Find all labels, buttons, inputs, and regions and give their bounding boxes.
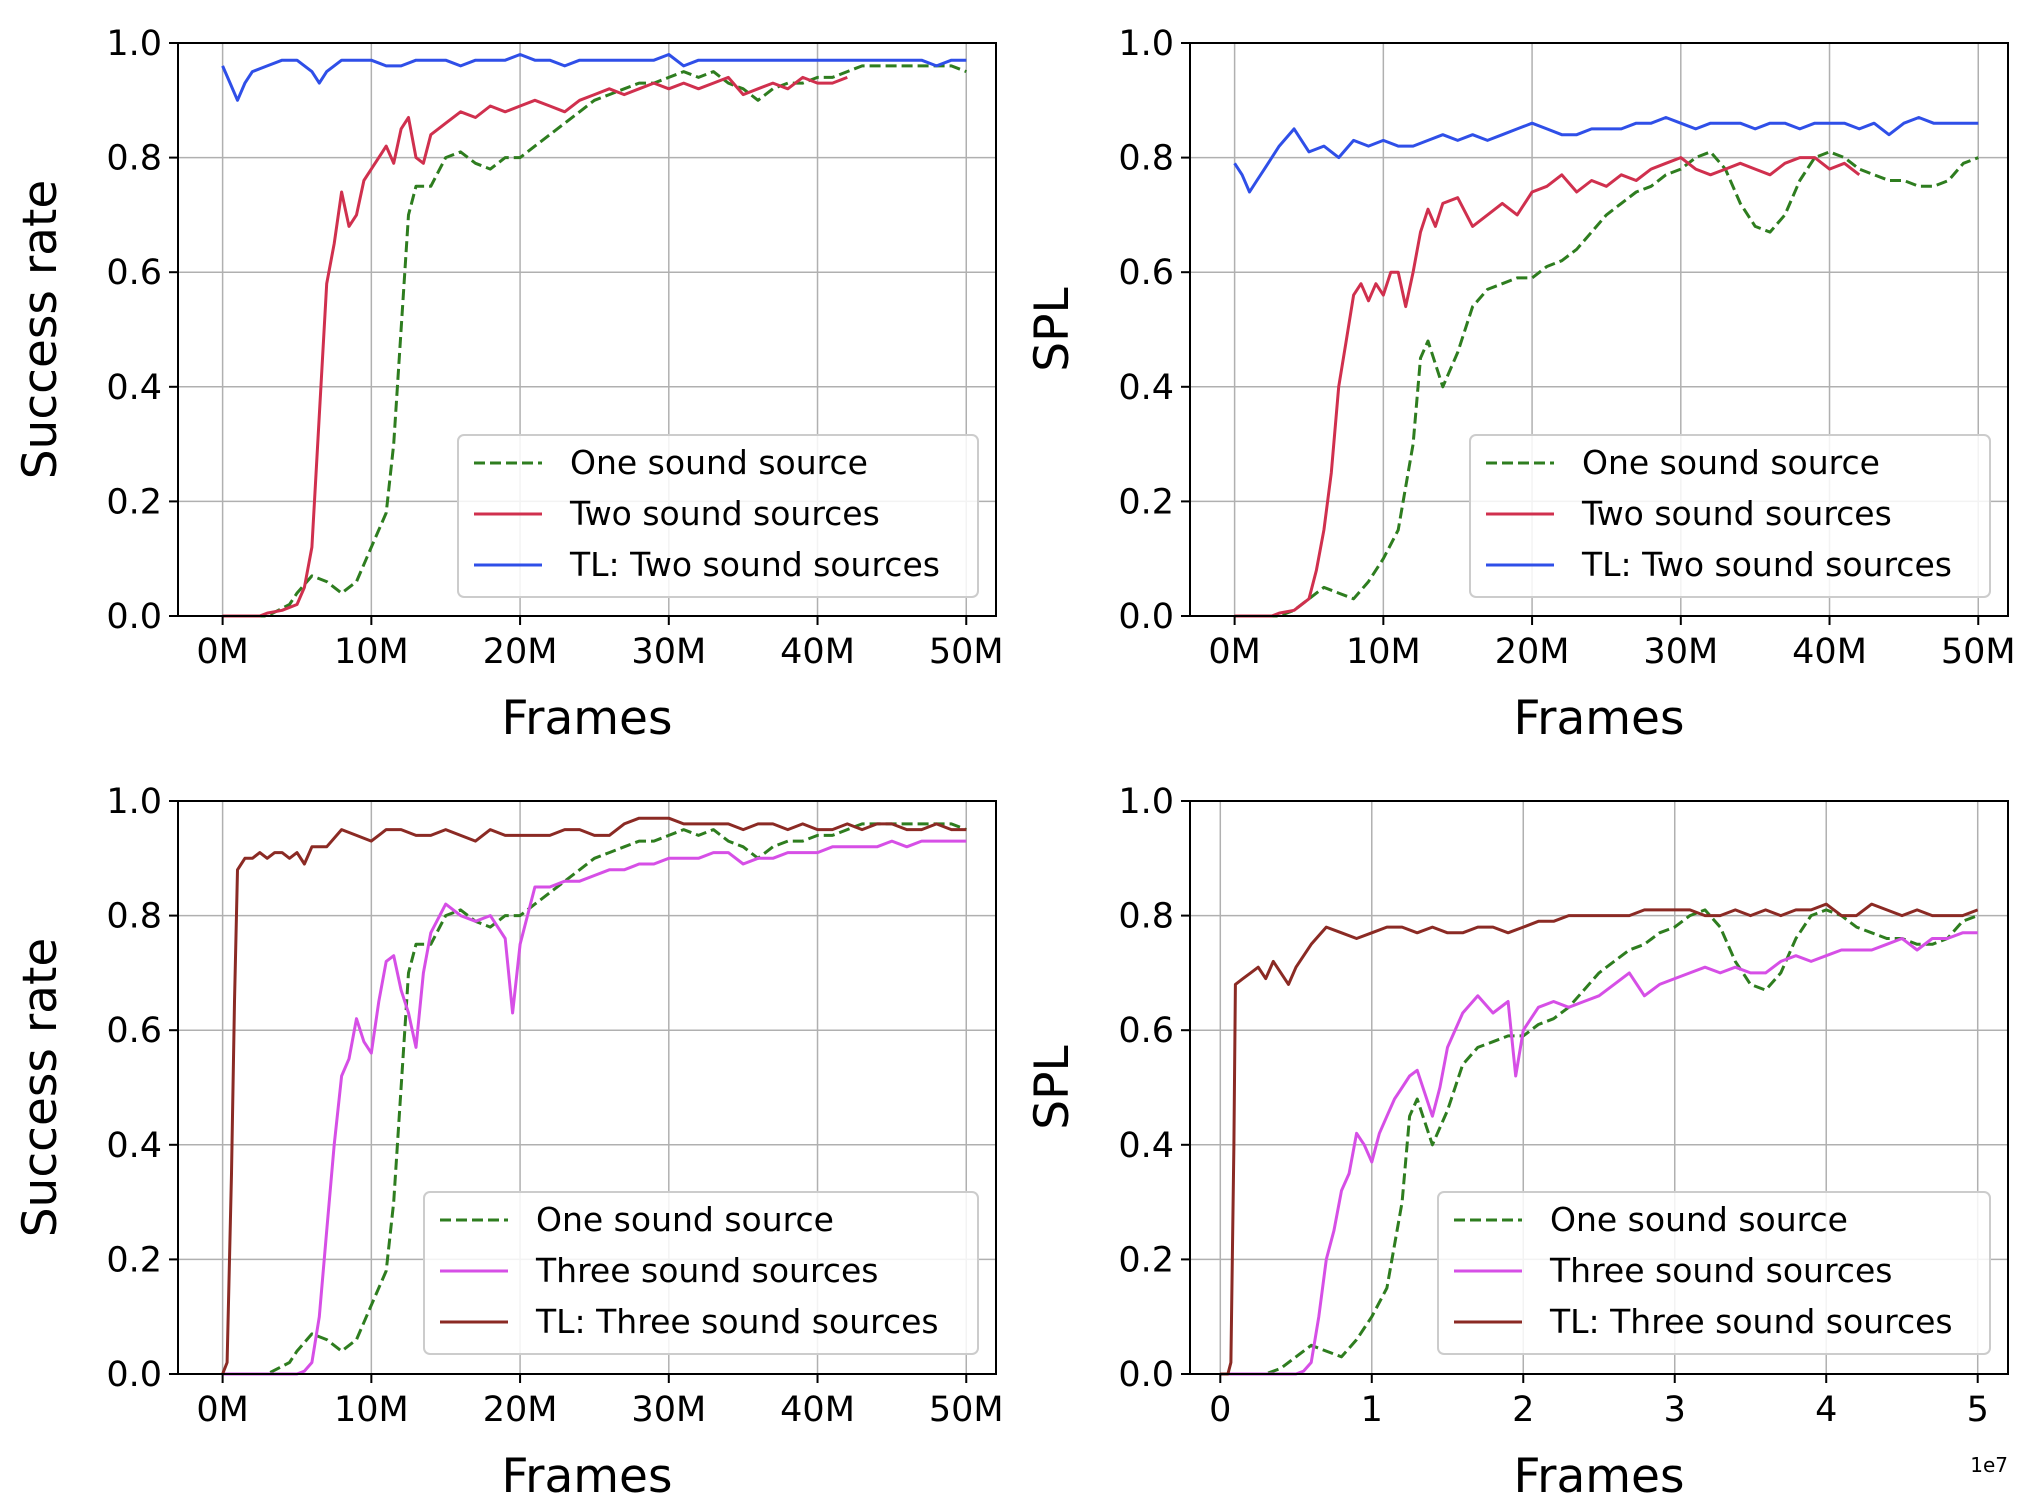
x-tick-label: 40M [780, 1390, 855, 1430]
x-tick-label: 50M [929, 1390, 1004, 1430]
legend-entry: One sound source [536, 1200, 834, 1239]
x-tick-label: 20M [1495, 632, 1570, 672]
x-tick-label: 30M [631, 1390, 706, 1430]
legend-entry: One sound source [1550, 1200, 1848, 1239]
y-tick-label: 0.4 [106, 368, 162, 408]
y-axis-label: SPL [1025, 1045, 1080, 1129]
legend-entry: Three sound sources [535, 1251, 878, 1290]
y-tick-label: 0.0 [106, 597, 162, 637]
series-line-1 [222, 64, 967, 618]
series-line-1 [1220, 908, 1979, 1376]
x-offset-label: 1e7 [1970, 1453, 2008, 1477]
chart-panel-2: 0M 10M 20M 30M 40M 50M 0.0 0.2 0.4 0.6 0.8 1.0 Frame… [1025, 24, 2016, 746]
chart-panel-4: 0 1 2 3 4 5 0.0 0.2 0.4 0.6 0.8 1.0 Frames SPL 1e7 One … [1025, 782, 2009, 1502]
x-tick-label: 10M [334, 1390, 409, 1430]
x-tick-label: 30M [1643, 632, 1718, 672]
legend-entry: TL: Three sound sources [535, 1302, 939, 1341]
series-line-1 [222, 822, 967, 1376]
plot-frame [1189, 42, 2009, 617]
y-tick-label: 0.2 [106, 1240, 162, 1280]
y-tick-label: 0.2 [106, 482, 162, 522]
chart-panel-3: 0M 10M 20M 30M 40M 50M 0.0 0.2 0.4 0.6 0.8 1.0 Frame… [13, 782, 1004, 1502]
y-tick-label: 0.4 [106, 1126, 162, 1166]
y-tick-label: 1.0 [1118, 24, 1174, 64]
x-tick-label: 0M [196, 1390, 248, 1430]
x-tick-label: 50M [1941, 632, 2016, 672]
x-axis-label: Frames [1514, 1449, 1685, 1502]
series-line-2 [1220, 931, 1978, 1376]
plot-frame [1189, 800, 2009, 1375]
y-tick-label: 0.4 [1118, 1126, 1174, 1166]
x-tick-label: 4 [1815, 1390, 1837, 1430]
y-tick-label: 0.6 [106, 253, 162, 293]
series-line-2 [222, 75, 848, 618]
legend: One sound source Three sound sources TL: T… [423, 1191, 979, 1355]
series-line-3 [1233, 116, 1979, 194]
y-tick-label: 0.0 [1118, 597, 1174, 637]
y-tick-label: 1.0 [106, 24, 162, 64]
y-tick-label: 0.6 [106, 1011, 162, 1051]
x-axis-label: Frames [1514, 691, 1685, 746]
legend-entry: One sound source [570, 443, 868, 482]
series-line-3 [221, 816, 967, 1375]
series-line-1 [1234, 150, 1979, 618]
plot-frame [177, 42, 997, 617]
y-tick-label: 0.8 [1118, 897, 1174, 937]
plot-frame [177, 800, 997, 1375]
x-tick-label: 0M [1208, 632, 1260, 672]
legend: One sound source Two sound sources TL: Two… [457, 434, 979, 598]
x-tick-label: 1 [1361, 1390, 1383, 1430]
y-tick-label: 0.8 [1118, 139, 1174, 179]
legend: One sound source Three sound sources TL: T… [1437, 1191, 1991, 1355]
y-tick-label: 1.0 [1118, 782, 1174, 822]
legend-entry: TL: Two sound sources [569, 545, 940, 584]
y-tick-label: 0.8 [106, 139, 162, 179]
y-tick-label: 1.0 [106, 782, 162, 822]
y-axis-label: SPL [1025, 287, 1080, 371]
y-tick-label: 0.0 [1118, 1355, 1174, 1395]
x-tick-label: 2 [1512, 1390, 1534, 1430]
x-tick-label: 10M [334, 632, 409, 672]
x-axis-label: Frames [502, 1449, 673, 1502]
x-tick-label: 20M [483, 632, 558, 672]
x-tick-label: 10M [1346, 632, 1421, 672]
legend-entry: Three sound sources [1549, 1251, 1892, 1290]
legend-box [423, 1191, 979, 1355]
legend-box [1469, 434, 1991, 598]
legend: One sound source Two sound sources TL: Two… [1469, 434, 1991, 598]
x-tick-label: 3 [1664, 1390, 1686, 1430]
x-tick-label: 50M [929, 632, 1004, 672]
x-tick-label: 5 [1967, 1390, 1989, 1430]
chart-panel-1: 0M 10M 20M 30M 40M 50M 0.0 0.2 0.4 0.6 0.8 1.0 Frame… [13, 24, 1004, 746]
legend-box [1437, 1191, 1991, 1355]
y-axis-label: Success rate [13, 180, 68, 480]
y-tick-label: 0.2 [1118, 1240, 1174, 1280]
y-tick-label: 0.6 [1118, 1011, 1174, 1051]
legend-box [457, 434, 979, 598]
y-axis-label: Success rate [13, 938, 68, 1238]
y-tick-label: 0.8 [106, 897, 162, 937]
x-tick-label: 40M [780, 632, 855, 672]
series-line-3 [1220, 902, 1979, 1376]
x-tick-label: 0 [1209, 1390, 1231, 1430]
series-line-3 [221, 53, 967, 102]
legend-entry: TL: Three sound sources [1549, 1302, 1953, 1341]
legend-entry: TL: Two sound sources [1581, 545, 1952, 584]
y-tick-label: 0.4 [1118, 368, 1174, 408]
legend-entry: Two sound sources [569, 494, 880, 533]
series-line-2 [1234, 156, 1861, 618]
series-line-2 [222, 839, 967, 1376]
x-tick-label: 30M [631, 632, 706, 672]
x-tick-label: 40M [1792, 632, 1867, 672]
legend-entry: One sound source [1582, 443, 1880, 482]
y-tick-label: 0.6 [1118, 253, 1174, 293]
x-axis-label: Frames [502, 691, 673, 746]
y-tick-label: 0.2 [1118, 482, 1174, 522]
legend-entry: Two sound sources [1581, 494, 1892, 533]
x-tick-label: 20M [483, 1390, 558, 1430]
x-tick-label: 0M [196, 632, 248, 672]
y-tick-label: 0.0 [106, 1355, 162, 1395]
